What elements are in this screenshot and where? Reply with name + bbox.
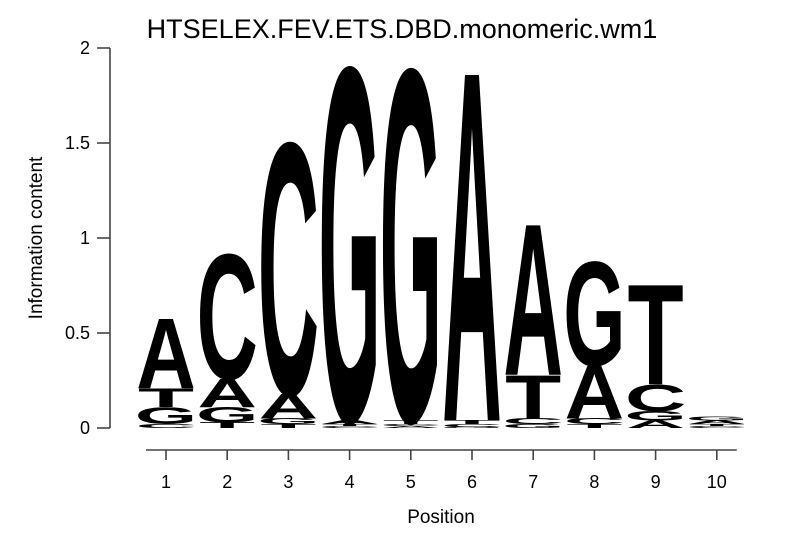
- logo-letter-T-pos9: T: [628, 254, 684, 415]
- logo-letter-T-pos6: T: [444, 419, 500, 425]
- y-tick-label: 2: [80, 38, 90, 58]
- logo-letter-T-pos4: T: [322, 424, 378, 427]
- x-tick-label: 9: [651, 472, 661, 492]
- logo-letter-T-pos3: T: [260, 423, 316, 429]
- logo-letter-C-pos7: C: [503, 417, 564, 426]
- logo-letter-T-pos8: T: [566, 423, 622, 429]
- logo-letter-C-pos9: C: [625, 376, 686, 419]
- y-axis: 0 0.5 1 1.5 2: [65, 38, 111, 438]
- logo-letter-A-pos1: A: [136, 298, 195, 410]
- logo-letter-A-pos6: A: [442, 0, 501, 528]
- logo-letter-G-pos10: G: [686, 416, 748, 422]
- logo-letter-G-pos2: G: [196, 403, 258, 427]
- logo-letter-A-pos10: A: [687, 419, 746, 425]
- logo-letter-C-pos3: C: [258, 68, 319, 471]
- logo-letter-T-pos10: T: [689, 424, 745, 427]
- logo-letter-C-pos6: C: [441, 423, 502, 428]
- logo-letter-C-pos1: C: [135, 423, 196, 429]
- logo-letter-G-pos4: G: [318, 0, 380, 528]
- y-tick-label: 1: [80, 228, 90, 248]
- logo-letter-A-pos3: A: [259, 387, 318, 426]
- logo-letter-G-pos6: G: [441, 427, 503, 429]
- logo-letter-T-pos2: T: [199, 421, 255, 430]
- x-tick-label: 10: [707, 472, 727, 492]
- x-tick-label: 3: [283, 472, 293, 492]
- y-axis-label: Information content: [26, 156, 47, 319]
- x-tick-label: 2: [222, 472, 232, 492]
- logo-letter-A-pos5: A: [381, 426, 440, 429]
- logo-letter-G-pos7: G: [502, 423, 564, 429]
- logo-letter-T-pos5: T: [383, 419, 439, 425]
- x-tick-label: 4: [345, 472, 355, 492]
- logo-letter-A-pos8: A: [565, 349, 624, 434]
- logo-letter-T-pos7: T: [505, 362, 561, 432]
- y-tick-label: 0.5: [65, 323, 90, 343]
- y-tick-label: 1.5: [65, 133, 90, 153]
- logo-letter-C-pos10: C: [686, 426, 747, 429]
- x-axis-label: Position: [407, 507, 475, 528]
- logo-letter-A-pos2: A: [197, 370, 256, 416]
- logo-letter-G-pos9: G: [624, 408, 686, 423]
- x-tick-label: 6: [467, 472, 477, 492]
- logo-letter-A-pos7: A: [503, 178, 562, 421]
- x-tick-label: 1: [161, 472, 171, 492]
- logo-letter-G-pos3: G: [257, 417, 319, 426]
- x-tick-label: 8: [589, 472, 599, 492]
- logo-letter-T-pos1: T: [138, 383, 194, 413]
- logo-letter-C-pos4: C: [319, 426, 380, 429]
- logo-letter-G-pos1: G: [135, 402, 197, 430]
- logo-letter-A-pos4: A: [320, 419, 379, 425]
- logo-letter-C-pos8: C: [564, 417, 625, 426]
- x-tick-label: 5: [406, 472, 416, 492]
- logo-letter-G-pos5: G: [380, 0, 442, 528]
- logo-letter-A-pos9: A: [626, 418, 685, 430]
- x-axis: 1 2 3 4 5 6 7 8 9 10: [146, 449, 737, 492]
- logo-letter-C-pos5: C: [380, 424, 441, 427]
- y-tick-label: 0: [80, 418, 90, 438]
- logo-letter-C-pos2: C: [197, 216, 258, 417]
- chart-title: HTSELEX.FEV.ETS.DBD.monomeric.wm1: [147, 14, 658, 44]
- logo-letter-G-pos8: G: [563, 232, 625, 398]
- x-tick-label: 7: [528, 472, 538, 492]
